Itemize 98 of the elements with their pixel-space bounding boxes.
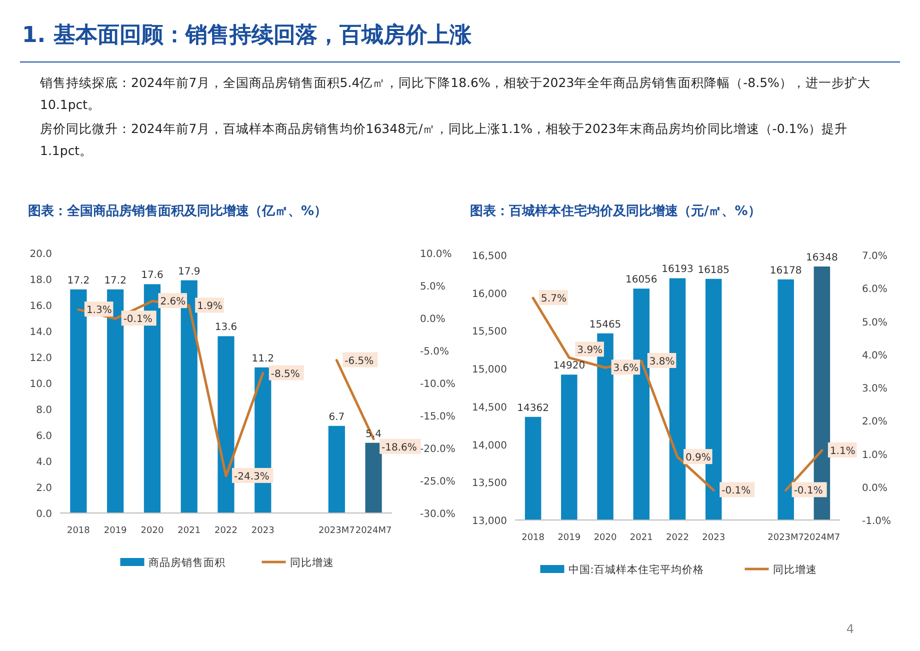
y-tick-label: 20.0 bbox=[30, 249, 52, 260]
data-label: 15465 bbox=[589, 319, 622, 330]
y-tick-label: 15,500 bbox=[472, 326, 507, 338]
x-tick-label: 2022 bbox=[666, 533, 689, 543]
y2-tick-label: -30.0% bbox=[420, 509, 456, 520]
data-label: 1.9% bbox=[197, 301, 223, 312]
data-label: 3.8% bbox=[649, 356, 675, 368]
y-tick-label: 12.0 bbox=[30, 353, 52, 364]
y-tick-label: 6.0 bbox=[36, 431, 52, 442]
text: 4 bbox=[846, 622, 854, 636]
data-label: 17.2 bbox=[67, 275, 90, 286]
text: 房价同比微升：2024年前7月，百城样本商品房销售均价16348元/㎡，同比上涨1.1%，相较于2023年末商品房均价同比增速（-0.1%）提升1.1pct。 bbox=[40, 120, 849, 160]
x-tick-label: 2023 bbox=[251, 526, 274, 536]
legend-label: 中国:百城样本住宅平均价格 bbox=[568, 563, 704, 576]
x-tick-label: 2019 bbox=[558, 533, 581, 543]
data-label: 13.6 bbox=[214, 322, 238, 334]
y2-tick-label: -20.0% bbox=[420, 444, 456, 455]
data-label: 16056 bbox=[625, 274, 658, 286]
data-label: 17.2 bbox=[104, 275, 126, 286]
y-tick-label: 14.0 bbox=[30, 327, 52, 338]
data-label: -18.6% bbox=[382, 442, 417, 454]
y-tick-label: 2.0 bbox=[36, 483, 52, 494]
data-label: -0.1% bbox=[722, 486, 751, 497]
data-label: 3.6% bbox=[613, 363, 639, 374]
data-label: -6.5% bbox=[344, 356, 374, 367]
x-tick-label: 2021 bbox=[178, 526, 201, 536]
data-label: 6.7 bbox=[328, 412, 345, 423]
x-tick-label: 2024M7 bbox=[355, 526, 392, 536]
y-tick-label: 0.0 bbox=[36, 509, 52, 520]
data-label: -0.1% bbox=[794, 486, 823, 497]
x-tick-label: 2019 bbox=[104, 526, 128, 536]
y2-tick-label: 2.0% bbox=[862, 416, 888, 428]
data-label: 5.7% bbox=[541, 294, 566, 305]
chart-title: 图表：百城样本住宅均价及同比增速（元/㎡、%） bbox=[470, 203, 761, 219]
y2-tick-label: 6.0% bbox=[862, 284, 888, 296]
data-label: 14920 bbox=[553, 360, 586, 372]
data-label: -8.5% bbox=[270, 368, 300, 380]
x-tick-label: 2024M7 bbox=[804, 533, 840, 543]
y2-tick-label: 1.0% bbox=[862, 450, 888, 461]
y-tick-label: 16.0 bbox=[30, 301, 52, 312]
data-label: 11.2 bbox=[252, 353, 274, 364]
data-label: 16178 bbox=[770, 265, 802, 276]
data-label: 16185 bbox=[698, 264, 730, 276]
text: 1. 基本面回顾：销售持续回落，百城房价上涨 bbox=[22, 22, 472, 50]
y2-tick-label: 4.0% bbox=[862, 350, 888, 362]
y2-tick-label: 5.0% bbox=[420, 282, 446, 292]
y-tick-label: 8.0 bbox=[36, 405, 52, 416]
data-label: 17.6 bbox=[141, 270, 164, 282]
data-label: 0.9% bbox=[686, 452, 711, 464]
data-label: 14362 bbox=[517, 402, 549, 414]
data-label: 1.1% bbox=[830, 446, 856, 457]
y2-tick-label: -25.0% bbox=[420, 476, 456, 488]
y-tick-label: 16,500 bbox=[472, 251, 507, 262]
x-tick-label: 2023M7 bbox=[768, 533, 804, 543]
legend-label: 同比增速 bbox=[772, 563, 817, 576]
data-label: 3.9% bbox=[577, 345, 603, 356]
y2-tick-label: -10.0% bbox=[420, 379, 456, 390]
bar bbox=[365, 442, 382, 513]
y-tick-label: 13,500 bbox=[472, 478, 507, 490]
x-tick-label: 2023 bbox=[702, 533, 726, 543]
legend-label: 同比增速 bbox=[290, 556, 334, 569]
data-label: 16348 bbox=[806, 252, 838, 264]
y2-tick-label: -1.0% bbox=[862, 516, 892, 527]
y-tick-label: 16,000 bbox=[472, 288, 507, 300]
bar bbox=[328, 426, 345, 513]
x-tick-label: 2020 bbox=[140, 526, 164, 536]
y2-tick-label: 0.0% bbox=[862, 482, 888, 494]
y-tick-label: 4.0 bbox=[36, 457, 52, 468]
y-tick-label: 14,000 bbox=[472, 440, 507, 452]
x-tick-label: 2022 bbox=[214, 526, 238, 536]
x-tick-label: 2018 bbox=[66, 526, 90, 536]
data-label: 2.6% bbox=[160, 296, 186, 308]
y-tick-label: 14,500 bbox=[472, 402, 507, 414]
y-tick-label: 13,000 bbox=[472, 516, 507, 527]
y-tick-label: 10.0 bbox=[30, 379, 52, 390]
y2-tick-label: 10.0% bbox=[420, 249, 452, 260]
data-label: -0.1% bbox=[123, 314, 152, 326]
bar bbox=[70, 289, 87, 513]
x-tick-label: 2018 bbox=[522, 533, 545, 543]
data-label: -24.3% bbox=[234, 471, 270, 482]
x-tick-label: 2020 bbox=[594, 533, 618, 543]
x-tick-label: 2023M7 bbox=[318, 526, 355, 536]
data-label: 17.9 bbox=[178, 266, 200, 278]
y2-tick-label: 7.0% bbox=[862, 251, 888, 262]
y2-tick-label: 5.0% bbox=[862, 317, 888, 328]
y2-tick-label: 0.0% bbox=[420, 314, 446, 325]
y2-tick-label: -5.0% bbox=[420, 346, 450, 358]
y-tick-label: 18.0 bbox=[30, 275, 52, 286]
y-tick-label: 15,000 bbox=[472, 364, 507, 376]
data-label: 16193 bbox=[662, 264, 694, 276]
bar bbox=[218, 336, 234, 513]
x-tick-label: 2021 bbox=[630, 533, 653, 543]
data-label: 1.3% bbox=[86, 305, 112, 316]
y2-tick-label: -15.0% bbox=[420, 412, 456, 422]
y2-tick-label: 3.0% bbox=[862, 384, 888, 394]
chart-title: 图表：全国商品房销售面积及同比增速（亿㎡、%） bbox=[28, 203, 328, 219]
text: 销售持续探底：2024年前7月，全国商品房销售面积5.4亿㎡，同比下降18.6%，相较于2023年全年商品房销售面积降幅（-8.5%），进一步扩大10.1pct。 bbox=[40, 74, 872, 114]
legend-label: 商品房销售面积 bbox=[148, 556, 226, 569]
